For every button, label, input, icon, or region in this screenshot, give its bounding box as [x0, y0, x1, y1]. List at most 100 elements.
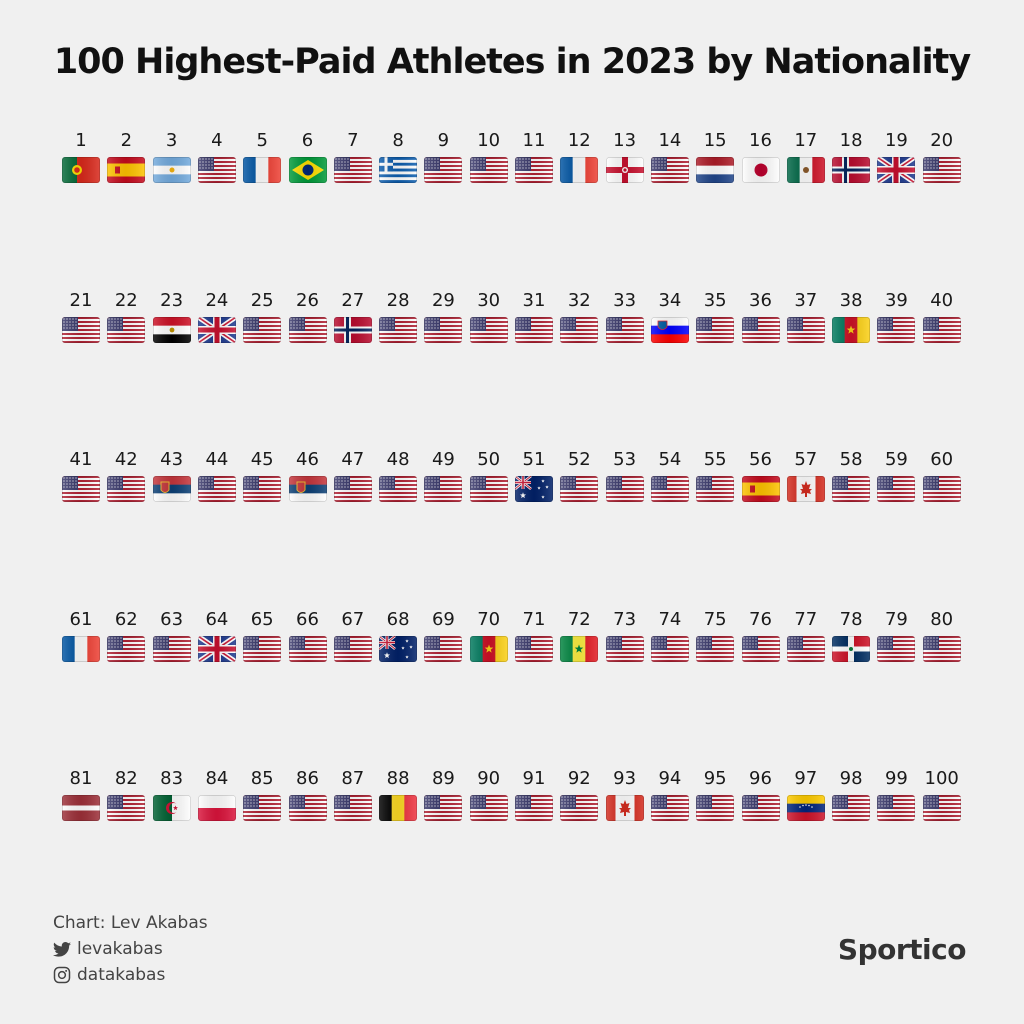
usa-flag-icon [922, 635, 961, 662]
athlete-cell: 1 [59, 131, 103, 183]
rank-label: 53 [613, 449, 637, 470]
usa-flag-icon [696, 795, 735, 821]
usa-flag-icon [379, 476, 418, 502]
rank-label: 21 [69, 289, 93, 311]
rank-label: 89 [431, 768, 455, 789]
athlete-cell: 76 [739, 609, 783, 662]
rank-label: 15 [703, 130, 727, 151]
usa-flag-icon [424, 316, 463, 343]
athlete-cell: 61 [59, 609, 103, 662]
athlete-cell: 53 [603, 450, 647, 502]
athlete-cell: 11 [512, 131, 556, 183]
rank-label: 69 [431, 608, 455, 630]
athlete-cell: 49 [421, 450, 465, 502]
athlete-cell: 2 [104, 131, 148, 183]
rank-label: 59 [884, 449, 908, 470]
athlete-cell: 36 [739, 290, 783, 343]
rank-label: 97 [794, 768, 818, 789]
rank-label: 60 [930, 449, 954, 470]
athlete-cell: 78 [829, 608, 873, 662]
rank-label: 18 [839, 130, 863, 151]
rank-label: 16 [749, 130, 772, 151]
serbia-flag-icon [152, 476, 191, 502]
flag-grid: 1 2 3 4 5 6 7 8 9 10 11 12 13 14 15 16 17 18 19 20 21 22 23 24 2… [59, 130, 964, 821]
uk-flag-icon [197, 316, 236, 343]
rank-label: 57 [794, 449, 818, 470]
athlete-cell: 62 [104, 609, 148, 662]
rank-label: 7 [347, 130, 359, 151]
rank-label: 51 [522, 449, 546, 470]
rank-label: 65 [250, 608, 274, 630]
rank-label: 81 [69, 768, 93, 789]
usa-flag-icon [786, 316, 825, 343]
uk-flag-icon [197, 635, 236, 662]
rank-label: 52 [567, 449, 591, 470]
usa-flag-icon [107, 316, 146, 343]
rank-label: 66 [296, 608, 319, 630]
rank-label: 68 [386, 608, 410, 630]
rank-label: 17 [794, 130, 818, 151]
rank-label: 54 [658, 449, 682, 470]
spain-flag-icon [107, 157, 146, 183]
egypt-flag-icon [152, 316, 191, 343]
athlete-cell: 74 [648, 608, 692, 662]
athlete-cell: 32 [557, 290, 601, 343]
usa-flag-icon [696, 635, 735, 662]
rank-label: 38 [839, 289, 863, 311]
slovenia-flag-icon [650, 316, 689, 343]
athlete-cell: 95 [693, 769, 737, 821]
athlete-cell: 60 [920, 450, 964, 502]
rank-label: 94 [658, 768, 682, 789]
twitter-bird-icon [53, 941, 71, 957]
athlete-cell: 92 [557, 769, 601, 821]
athlete-cell: 96 [739, 769, 783, 821]
rank-label: 11 [522, 130, 546, 151]
usa-flag-icon [424, 635, 463, 662]
usa-flag-icon [560, 476, 599, 502]
athlete-cell: 21 [59, 289, 103, 343]
athlete-cell: 66 [286, 608, 330, 662]
athlete-cell: 50 [467, 450, 511, 502]
athlete-cell: 59 [874, 450, 918, 502]
rank-label: 74 [658, 608, 682, 630]
rank-label: 78 [839, 608, 863, 630]
athlete-cell: 18 [829, 131, 873, 183]
credit-instagram-handle: datakabas [77, 965, 166, 985]
athlete-cell: 64 [195, 609, 239, 662]
athlete-cell: 33 [603, 290, 647, 343]
athlete-cell: 10 [467, 131, 511, 183]
dominican-republic-flag-icon [832, 635, 871, 662]
credits: Chart: Lev Akabas levakabas datakabas [53, 910, 208, 988]
athlete-cell: 55 [693, 450, 737, 502]
usa-flag-icon [650, 635, 689, 662]
rank-label: 50 [477, 449, 501, 470]
argentina-flag-icon [152, 157, 191, 183]
usa-flag-icon [288, 316, 327, 343]
usa-flag-icon [515, 157, 553, 183]
rank-label: 75 [703, 608, 727, 630]
rank-label: 48 [386, 449, 410, 470]
athlete-cell: 46 [286, 450, 330, 502]
rank-label: 1 [75, 130, 87, 151]
athlete-cell: 20 [920, 131, 964, 183]
usa-flag-icon [107, 476, 146, 502]
usa-flag-icon [288, 635, 327, 662]
athlete-cell: 84 [195, 769, 239, 821]
mexico-flag-icon [786, 157, 825, 183]
usa-flag-icon [832, 795, 871, 821]
athlete-cell: 34 [648, 290, 692, 343]
usa-flag-icon [515, 795, 553, 821]
rank-label: 49 [431, 449, 455, 470]
usa-flag-icon [741, 635, 780, 662]
rank-label: 88 [386, 768, 410, 789]
rank-label: 84 [205, 768, 229, 789]
usa-flag-icon [741, 795, 780, 821]
instagram-icon [53, 966, 71, 984]
athlete-cell: 73 [603, 609, 647, 662]
rank-label: 82 [114, 768, 138, 789]
usa-flag-icon [922, 476, 961, 502]
rank-label: 80 [930, 608, 954, 630]
athlete-cell: 7 [331, 131, 375, 183]
athlete-cell: 14 [648, 131, 692, 183]
athlete-cell: 15 [693, 131, 737, 183]
